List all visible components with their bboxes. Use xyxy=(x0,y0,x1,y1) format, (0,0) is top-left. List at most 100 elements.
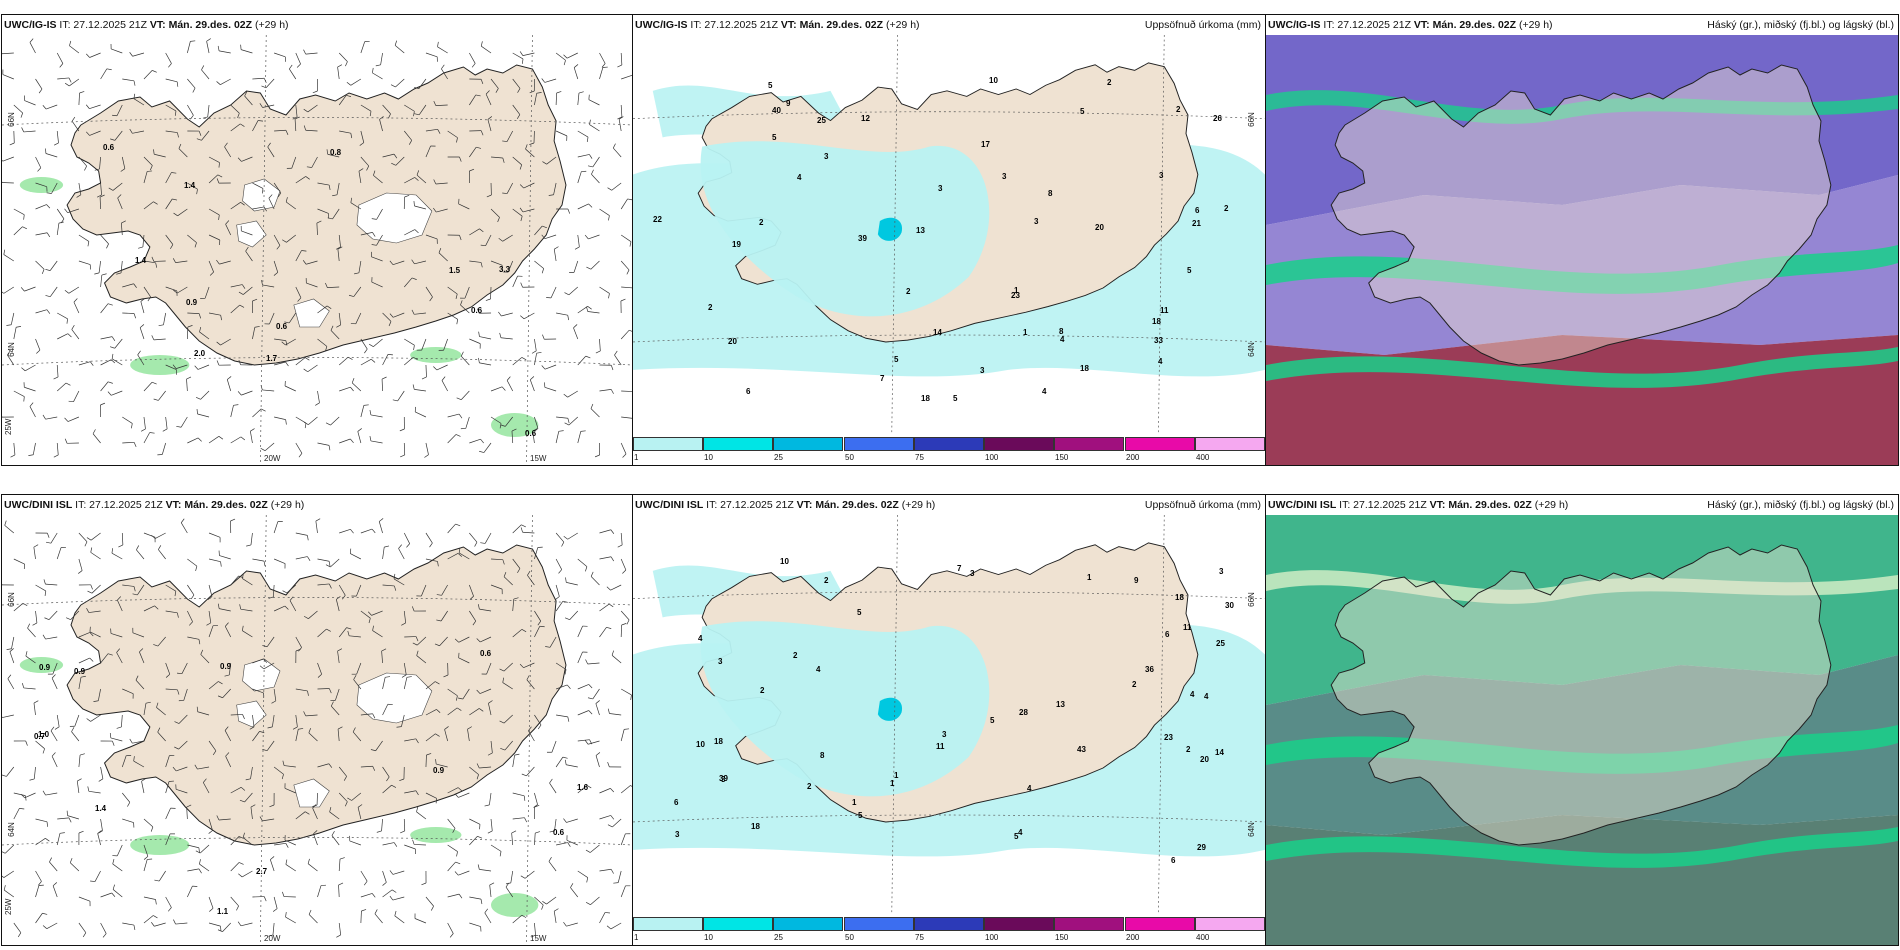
value-label: 18 xyxy=(921,394,930,403)
value-label: 10 xyxy=(989,76,998,85)
colorbar-swatch xyxy=(1054,437,1124,451)
value-label: 2 xyxy=(793,651,798,660)
value-label: 12 xyxy=(861,114,870,123)
glacier xyxy=(293,298,330,328)
value-label: 20 xyxy=(1200,755,1209,764)
precip-area-land xyxy=(700,621,990,797)
value-label: 1 xyxy=(1014,286,1019,295)
value-label: 3 xyxy=(721,775,726,784)
value-label: 0.9 xyxy=(186,298,198,307)
init-time: IT: 27.12.2025 21Z xyxy=(1323,19,1411,31)
colorbar-swatch xyxy=(844,917,914,931)
lon-label: 20W xyxy=(264,454,281,463)
lon-label: 15W xyxy=(530,454,547,463)
valid-time: VT: Mán. 29.des. 02Z xyxy=(1413,19,1517,31)
wind-barbs xyxy=(2,518,633,938)
value-label: 18 xyxy=(1175,593,1184,602)
value-label: 4 xyxy=(1190,690,1195,699)
value-label: 7 xyxy=(957,564,962,573)
panel-header: UWC/IG-IS IT: 27.12.2025 21Z VT: Mán. 29… xyxy=(633,15,1265,35)
panel-header: UWC/DINI ISL IT: 27.12.2025 21Z VT: Mán.… xyxy=(2,495,633,515)
value-label: 22 xyxy=(653,215,662,224)
value-label: 5 xyxy=(1187,266,1192,275)
map-panel-1: UWC/IG-IS IT: 27.12.2025 21Z VT: Mán. 29… xyxy=(1,14,634,466)
gust-patch xyxy=(491,413,539,437)
value-label: 2 xyxy=(760,686,765,695)
colorbar-swatch xyxy=(1195,917,1265,931)
graticule xyxy=(633,515,1265,915)
value-label: 0.6 xyxy=(553,828,565,837)
value-label: 5 xyxy=(990,716,995,725)
gust-patch xyxy=(410,347,462,363)
colorbar-tick: 10 xyxy=(704,933,713,942)
value-label: 13 xyxy=(1056,700,1065,709)
colorbar-tick: 50 xyxy=(845,453,854,462)
value-label: 4 xyxy=(1018,828,1023,837)
model-name: UWC/IG-IS xyxy=(1268,19,1321,31)
value-label: 23 xyxy=(1011,291,1020,300)
gust-patch xyxy=(130,835,190,855)
glacier xyxy=(242,658,281,692)
value-label: 19 xyxy=(732,240,741,249)
panel-subtitle: Háský (gr.), miðský (fj.bl.) og lágský (… xyxy=(1707,499,1894,511)
value-label: 3 xyxy=(938,184,943,193)
value-label: 2 xyxy=(824,576,829,585)
value-label: 4 xyxy=(816,665,821,674)
value-label: 18 xyxy=(714,737,723,746)
value-label: 6 xyxy=(1165,630,1170,639)
value-label: 3 xyxy=(980,366,985,375)
value-label: 1.4 xyxy=(135,256,147,265)
init-time: IT: 27.12.2025 21Z xyxy=(1339,499,1427,511)
value-label: 5 xyxy=(953,394,958,403)
value-label: 14 xyxy=(933,328,942,337)
colorbar-swatch xyxy=(914,437,984,451)
lat-label: 66N xyxy=(1247,112,1257,127)
lead-time: (+29 h) xyxy=(1534,499,1569,511)
value-label: 1 xyxy=(1023,328,1028,337)
map-canvas xyxy=(1266,35,1898,465)
panel-subtitle: Háský (gr.), miðský (fj.bl.) og lágský (… xyxy=(1707,19,1894,31)
colorbar-tick: 150 xyxy=(1055,933,1069,942)
panel-subtitle: Uppsöfnuð úrkoma (mm) xyxy=(1144,19,1261,31)
value-label: 6 xyxy=(674,798,679,807)
value-label: 14 xyxy=(1215,748,1224,757)
value-label: 6 xyxy=(746,387,751,396)
value-label: 0.9 xyxy=(74,667,86,676)
init-time: IT: 27.12.2025 21Z xyxy=(690,19,778,31)
value-label: 2 xyxy=(807,782,812,791)
value-label: 6 xyxy=(1171,856,1176,865)
lat-label: 66N xyxy=(1247,592,1257,607)
colorbar-swatch xyxy=(703,437,773,451)
value-label: 3 xyxy=(1002,172,1007,181)
lat-label: 64N xyxy=(6,342,16,357)
lat-label: 64N xyxy=(1247,822,1257,837)
map-panel-6: UWC/DINI ISL IT: 27.12.2025 21Z VT: Mán.… xyxy=(1265,494,1899,946)
colorbar-swatch xyxy=(1195,437,1265,451)
map-panel-3: UWC/IG-IS IT: 27.12.2025 21Z VT: Mán. 29… xyxy=(1265,14,1899,466)
colorbar-swatch xyxy=(1125,917,1195,931)
value-label: 0.6 xyxy=(276,322,288,331)
value-label: 11 xyxy=(936,742,945,751)
model-name: UWC/DINI ISL xyxy=(4,499,73,511)
value-label: 25 xyxy=(817,116,826,125)
colorbar-swatch xyxy=(1054,917,1124,931)
valid-time: VT: Mán. 29.des. 02Z xyxy=(165,499,268,511)
colorbar-swatch xyxy=(773,437,843,451)
value-label: 1 xyxy=(890,779,895,788)
cloud-layer xyxy=(1266,90,1898,124)
value-label: 2.0 xyxy=(194,349,206,358)
graticule xyxy=(2,35,633,465)
cloud-layer xyxy=(1266,335,1898,465)
map-canvas xyxy=(2,515,633,945)
value-label: 2 xyxy=(1176,105,1181,114)
value-label: 6 xyxy=(1195,206,1200,215)
value-label: 2 xyxy=(906,287,911,296)
lead-time: (+29 h) xyxy=(885,19,920,31)
value-label: 0.6 xyxy=(471,306,483,315)
cloud-layer xyxy=(1266,347,1898,388)
value-label: 29 xyxy=(1197,843,1206,852)
gust-patch xyxy=(491,893,539,917)
value-label: 0.9 xyxy=(433,766,445,775)
iceland-coastline xyxy=(1330,544,1832,846)
value-label: 18 xyxy=(1152,317,1161,326)
